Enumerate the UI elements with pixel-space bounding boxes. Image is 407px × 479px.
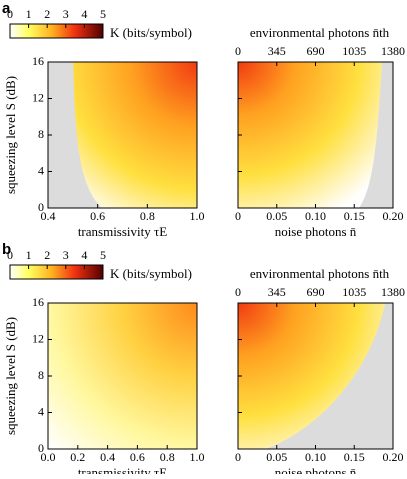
y-axis-title: squeezing level S (dB) [3, 76, 18, 194]
y-tick-label: 12 [32, 331, 44, 345]
x2-tick-label: 690 [307, 285, 325, 299]
colorbar-tick-label: 3 [63, 248, 69, 262]
x-tick-label: 0.10 [305, 450, 326, 464]
y-tick-label: 0 [38, 441, 44, 455]
y-axis-title: squeezing level S (dB) [3, 317, 18, 435]
forbidden-region [358, 62, 393, 208]
x-axis-title: noise photons n̄ [275, 465, 357, 474]
y-tick-label: 4 [38, 163, 44, 177]
y-tick-label: 16 [32, 295, 44, 309]
x2-tick-label: 690 [307, 44, 325, 58]
y-tick-label: 4 [38, 404, 44, 418]
x-tick-label: 0.05 [266, 450, 287, 464]
x2-axis-title: environmental photons n̄th [250, 25, 390, 40]
colorbar-label: K (bits/symbol) [110, 266, 192, 281]
x2-tick-label: 345 [268, 44, 286, 58]
x2-tick-label: 0 [235, 44, 241, 58]
x2-axis-title: environmental photons n̄th [250, 266, 390, 281]
x2-tick-label: 1035 [342, 285, 366, 299]
colorbar-label: K (bits/symbol) [110, 25, 192, 40]
x-axis-title: transmissivity τE [78, 224, 167, 239]
x-tick-label: 0.4 [100, 450, 115, 464]
x-tick-label: 0.4 [41, 209, 56, 223]
colorbar-tick-label: 1 [26, 7, 32, 21]
colorbar-tick-label: 2 [44, 248, 50, 262]
colorbar [9, 264, 104, 280]
x-tick-label: 0 [235, 209, 241, 223]
forbidden-region [265, 303, 393, 449]
colorbar-tick-label: 3 [63, 7, 69, 21]
x-axis-title: noise photons n̄ [275, 224, 357, 239]
panel-label: a [2, 0, 11, 17]
x-tick-label: 0.20 [383, 209, 404, 223]
x-tick-label: 1.0 [190, 209, 205, 223]
colorbar-tick-label: 1 [26, 248, 32, 262]
x-tick-label: 0.6 [90, 209, 105, 223]
x-tick-label: 0.20 [383, 450, 404, 464]
x-tick-label: 0.05 [266, 209, 287, 223]
y-tick-label: 8 [38, 127, 44, 141]
colorbar-tick-label: 0 [7, 7, 13, 21]
x-tick-label: 0 [235, 450, 241, 464]
colorbar-tick-label: 5 [100, 248, 106, 262]
x-tick-label: 0.15 [344, 209, 365, 223]
x-tick-label: 0.8 [160, 450, 175, 464]
x-tick-label: 0.0 [41, 450, 56, 464]
x2-tick-label: 1035 [342, 44, 366, 58]
colorbar-tick-label: 4 [81, 248, 87, 262]
colorbar-tick-label: 5 [100, 7, 106, 21]
y-tick-label: 8 [38, 368, 44, 382]
x-tick-label: 0.2 [70, 450, 85, 464]
x-tick-label: 0.6 [130, 450, 145, 464]
x2-tick-label: 1380 [381, 44, 405, 58]
forbidden-region [48, 62, 102, 208]
colorbar-tick-label: 0 [7, 248, 13, 262]
y-tick-label: 0 [38, 200, 44, 214]
x2-tick-label: 1380 [381, 285, 405, 299]
colorbar [9, 23, 104, 39]
x2-tick-label: 0 [235, 285, 241, 299]
x-tick-label: 0.10 [305, 209, 326, 223]
x-tick-label: 0.8 [140, 209, 155, 223]
x2-tick-label: 345 [268, 285, 286, 299]
colorbar-tick-label: 2 [44, 7, 50, 21]
x-axis-title: transmissivity τE [78, 465, 167, 474]
heatmap [48, 303, 197, 449]
colorbar-tick-label: 4 [81, 7, 87, 21]
y-tick-label: 12 [32, 90, 44, 104]
x-tick-label: 1.0 [190, 450, 205, 464]
x-tick-label: 0.15 [344, 450, 365, 464]
y-tick-label: 16 [32, 54, 44, 68]
heatmap [238, 62, 393, 208]
panel-label: b [2, 241, 11, 258]
